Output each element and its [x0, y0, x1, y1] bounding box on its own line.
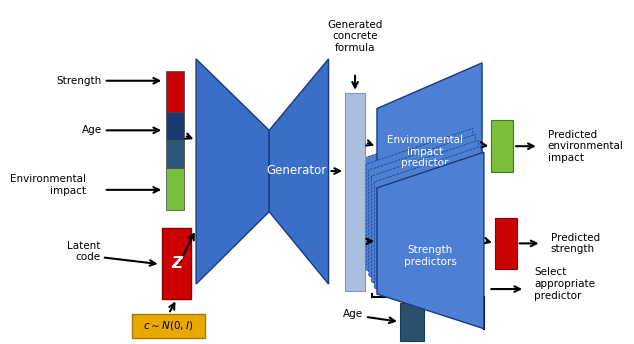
- Text: Environmental
impact: Environmental impact: [10, 174, 86, 196]
- Text: Z: Z: [171, 256, 183, 271]
- Bar: [162, 227, 191, 299]
- Bar: [166, 71, 184, 112]
- Polygon shape: [377, 152, 484, 329]
- Text: Age: Age: [343, 309, 363, 319]
- Text: Strength: Strength: [56, 76, 102, 86]
- Polygon shape: [369, 134, 476, 311]
- Text: Generated
concrete
formula: Generated concrete formula: [327, 20, 383, 53]
- Polygon shape: [374, 146, 481, 323]
- Text: Environmental
impact
predictor: Environmental impact predictor: [387, 135, 463, 168]
- Text: Generator: Generator: [266, 163, 327, 176]
- Bar: [132, 314, 205, 338]
- Polygon shape: [269, 59, 328, 284]
- Bar: [495, 218, 517, 269]
- Bar: [400, 303, 424, 341]
- Bar: [345, 93, 365, 291]
- Text: Predicted
environmental
impact: Predicted environmental impact: [548, 130, 624, 163]
- Polygon shape: [377, 63, 482, 227]
- Text: Strength
predictors: Strength predictors: [404, 245, 457, 267]
- Bar: [166, 168, 184, 210]
- Bar: [166, 140, 184, 168]
- Polygon shape: [363, 122, 470, 299]
- Polygon shape: [372, 140, 479, 317]
- Text: $c\sim N(0,I)$: $c\sim N(0,I)$: [143, 319, 194, 332]
- Polygon shape: [196, 59, 269, 284]
- Bar: [166, 112, 184, 140]
- Text: Age: Age: [82, 125, 102, 135]
- Polygon shape: [366, 128, 473, 305]
- Text: Latent
code: Latent code: [67, 240, 100, 262]
- Bar: [491, 120, 513, 172]
- Text: Predicted
strength: Predicted strength: [550, 233, 600, 254]
- Text: Select
appropriate
predictor: Select appropriate predictor: [534, 268, 595, 301]
